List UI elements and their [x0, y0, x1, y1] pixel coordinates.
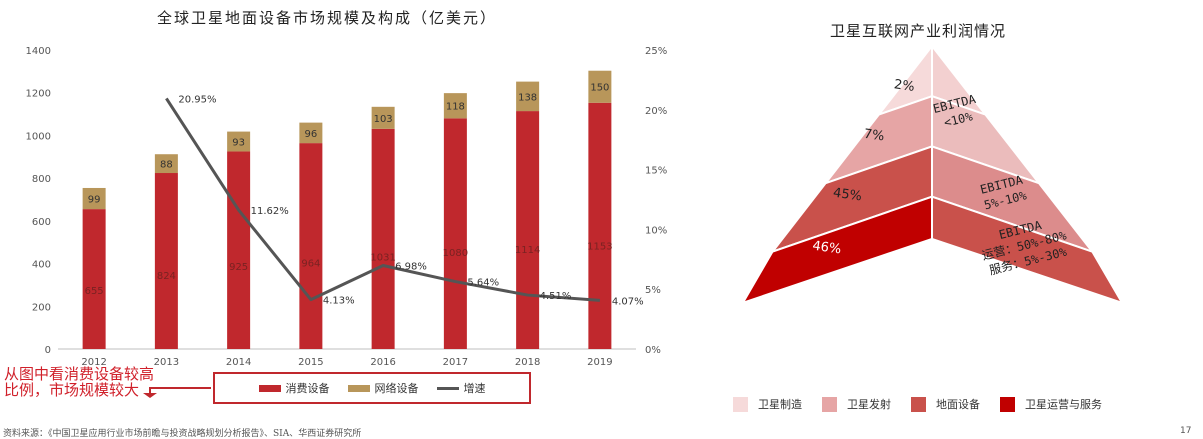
ebitda-note-line: <10% [943, 109, 975, 130]
x-tick-label: 2019 [587, 357, 612, 368]
pyramid-legend: 卫星制造 卫星发射 地面设备 卫星运营与服务 [733, 396, 1102, 412]
growth-point-label: 4.51% [540, 291, 572, 302]
bar-consumer [371, 128, 395, 349]
source-note: 资料来源：《中国卫星应用行业市场前瞻与投资战略规划分析报告》、SIA、华西证券研… [3, 429, 362, 439]
bar-network-label: 99 [88, 195, 101, 206]
y2-tick-label: 5% [645, 285, 661, 296]
bar-network [443, 93, 467, 119]
y-tick-label: 1200 [26, 89, 51, 100]
x-tick-label: 2016 [370, 357, 395, 368]
annotation-arrow-line [149, 387, 211, 393]
legend-swatch-icon [911, 396, 926, 412]
bar-consumer [443, 118, 467, 349]
bar-consumer-label: 1114 [515, 245, 540, 256]
x-tick-label: 2015 [298, 357, 323, 368]
bar-network [82, 187, 106, 210]
profit-pyramid-chart: 2%7%45%46%EBITDA<10%EBITDA5%-10%EBITDA运营… [740, 43, 1125, 305]
pyramid-share-label: 7% [863, 127, 886, 145]
bar-network [516, 81, 540, 112]
bar-network [227, 131, 251, 152]
y2-tick-label: 0% [645, 345, 661, 356]
bar-network [588, 70, 612, 103]
bar-consumer [227, 151, 251, 349]
y2-tick-label: 25% [645, 46, 667, 57]
growth-point-label: 6.98% [395, 262, 427, 273]
bar-network [371, 106, 395, 129]
annotation-text: 从图中看消费设备较高比例，市场规模较大 [4, 365, 155, 399]
bar-network-label: 150 [590, 83, 609, 94]
x-tick-label: 2014 [226, 357, 251, 368]
x-tick-label: 2012 [81, 357, 106, 368]
y2-tick-label: 15% [645, 166, 667, 177]
y-tick-label: 200 [32, 302, 51, 313]
right-chart-title: 卫星互联网产业利润情况 [830, 22, 1007, 40]
legend-swatch-icon [733, 396, 748, 412]
bar-consumer-label: 925 [229, 262, 248, 273]
growth-point-label: 4.13% [323, 296, 355, 307]
x-tick-label: 2018 [515, 357, 540, 368]
legend-item-network: 网络设备 [347, 380, 419, 396]
pyramid-share-label: 45% [832, 186, 863, 205]
left-chart-title: 全球卫星地面设备市场规模及构成（亿美元） [157, 9, 498, 27]
pyramid-level-right [931, 195, 1125, 305]
market-size-chart: 0 200 400 600 800 1000 1200 1400 0% 5% 10% 15% 20% 25… [26, 46, 668, 368]
growth-line [165, 97, 600, 302]
x-tick-label: 2017 [443, 357, 468, 368]
bar-network-label: 96 [305, 129, 318, 140]
bar-network-label: 103 [374, 114, 393, 125]
legend-swatch-icon [1000, 396, 1015, 412]
bar-consumer [588, 102, 612, 350]
legend-label-consumer: 消费设备 [285, 382, 330, 395]
pyramid-legend-item: 卫星发射 [822, 396, 891, 412]
legend-item-consumer: 消费设备 [258, 380, 330, 396]
legend-item-growth: 增速 [436, 380, 486, 396]
consumer-swatch-icon [258, 384, 281, 392]
pyramid-legend-item: 卫星运营与服务 [1000, 396, 1102, 412]
y-tick-label: 1400 [26, 46, 51, 57]
left-chart-legend: 消费设备 网络设备 增速 [213, 372, 531, 404]
bar-consumer-label: 1080 [443, 248, 468, 259]
y-tick-label: 800 [32, 174, 51, 185]
y2-tick-label: 20% [645, 106, 667, 117]
pyramid-share-label: 2% [893, 77, 916, 95]
x-tick-label: 2013 [154, 357, 179, 368]
bar-consumer [154, 173, 178, 349]
network-swatch-icon [347, 384, 370, 392]
y-tick-label: 0 [45, 345, 51, 356]
y-tick-label: 400 [32, 260, 51, 271]
bar-consumer-label: 964 [301, 259, 320, 270]
pyramid-legend-item: 卫星制造 [733, 396, 802, 412]
y-tick-label: 600 [32, 217, 51, 228]
legend-swatch-icon [822, 396, 837, 412]
bar-consumer [516, 111, 540, 350]
bar-consumer [82, 209, 106, 349]
y2-tick-label: 10% [645, 225, 667, 236]
pyramid-legend-label: 地面设备 [936, 398, 980, 411]
growth-point-label: 4.07% [612, 296, 644, 307]
bar-network [299, 122, 323, 144]
y-tick-label: 1000 [26, 131, 51, 142]
bar-consumer-label: 655 [85, 286, 104, 297]
bar-network-label: 118 [446, 102, 465, 113]
growth-line-icon [436, 386, 459, 390]
pyramid-legend-item: 地面设备 [911, 396, 980, 412]
growth-point-label: 20.95% [178, 94, 216, 105]
bar-network-label: 88 [160, 160, 173, 171]
page-number: 17 [1180, 426, 1192, 436]
bar-consumer-label: 824 [157, 271, 176, 282]
pyramid-legend-label: 卫星制造 [758, 398, 802, 411]
pyramid-share-label: 46% [811, 239, 842, 258]
legend-label-network: 网络设备 [374, 382, 419, 395]
pyramid-legend-label: 卫星发射 [847, 398, 891, 411]
bar-consumer [299, 143, 323, 349]
bar-consumer-label: 1031 [370, 253, 395, 264]
growth-point-label: 5.64% [467, 278, 499, 289]
pyramid-legend-label: 卫星运营与服务 [1025, 398, 1102, 411]
bar-network [154, 154, 178, 174]
growth-point-label: 11.62% [251, 206, 289, 217]
legend-label-growth: 增速 [463, 382, 486, 395]
bar-consumer-label: 1153 [587, 242, 612, 253]
bar-network-label: 138 [518, 92, 537, 103]
bar-network-label: 93 [232, 138, 245, 149]
